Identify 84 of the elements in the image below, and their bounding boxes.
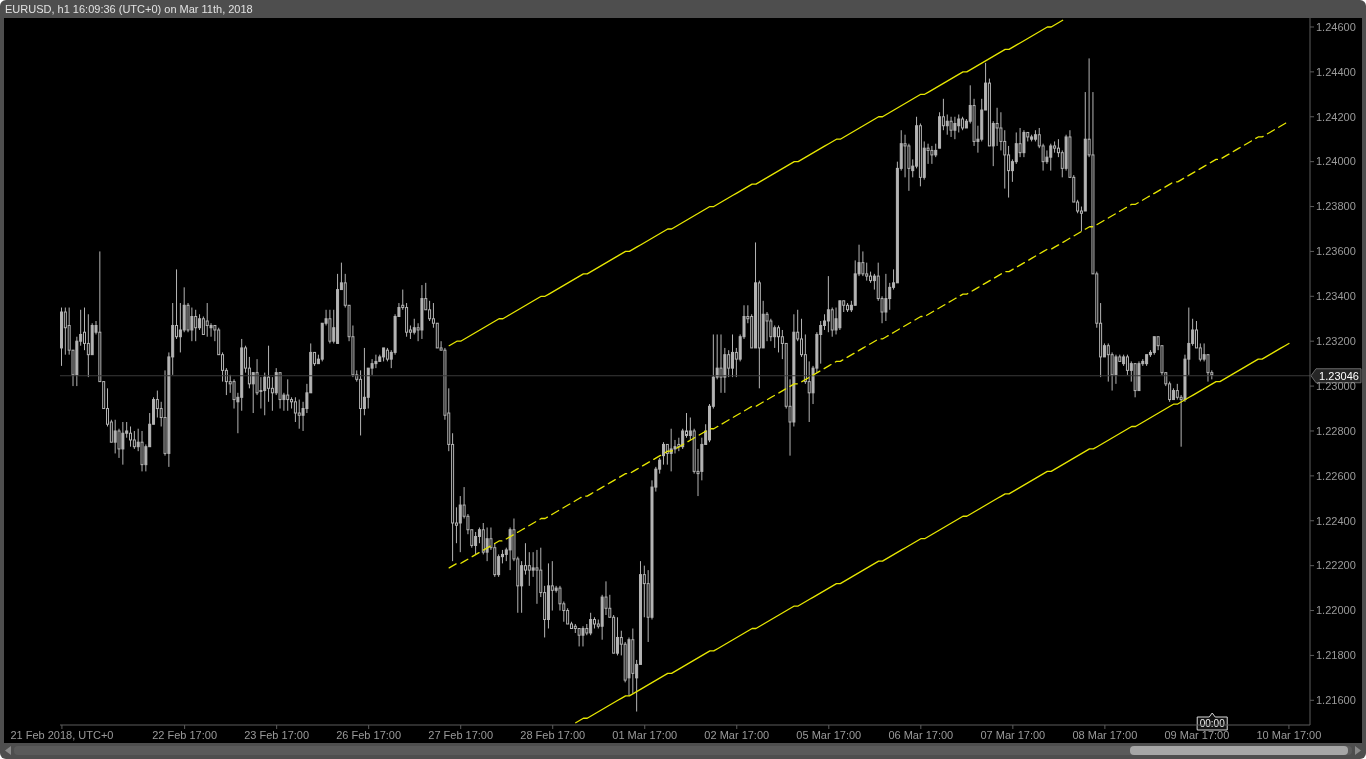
- candlestick: [520, 560, 524, 614]
- x-tick-label: 26 Feb 17:00: [336, 729, 402, 742]
- x-tick-label: 05 Mar 17:00: [796, 729, 862, 742]
- candlestick: [508, 526, 512, 571]
- y-tick-label: 1.21600: [1316, 694, 1356, 707]
- candlestick: [535, 549, 539, 605]
- candlestick: [727, 349, 731, 378]
- candlestick: [949, 116, 953, 138]
- candlestick: [205, 302, 209, 338]
- candlestick: [577, 627, 581, 647]
- x-tick-label: 28 Feb 17:00: [520, 729, 586, 742]
- candlestick: [362, 347, 366, 416]
- candlestick: [861, 250, 865, 277]
- x-tick-label: 21 Feb 2018, UTC+0: [10, 729, 114, 742]
- candlestick: [531, 551, 535, 578]
- x-tick-label: 01 Mar 17:00: [612, 729, 678, 742]
- ref-line-label: 1.23046: [1319, 369, 1359, 382]
- y-tick-label: 1.23000: [1316, 379, 1356, 392]
- candlestick: [731, 333, 735, 378]
- candlestick: [1049, 143, 1053, 172]
- y-tick-label: 1.23600: [1316, 245, 1356, 258]
- candlestick: [884, 273, 888, 322]
- candlestick: [930, 145, 934, 165]
- candlestick: [297, 399, 301, 430]
- x-tick-label: 10 Mar 17:00: [1256, 729, 1322, 742]
- candlestick: [830, 307, 834, 338]
- candlestick: [669, 428, 673, 472]
- y-tick-label: 1.24400: [1316, 65, 1356, 78]
- y-tick-label: 1.22600: [1316, 469, 1356, 482]
- candlestick: [719, 333, 723, 394]
- candlestick: [270, 376, 274, 412]
- candlestick: [581, 625, 585, 647]
- y-tick-label: 1.23400: [1316, 290, 1356, 303]
- y-tick-label: 1.23200: [1316, 335, 1356, 348]
- candlestick: [773, 324, 777, 349]
- candlestick: [1007, 145, 1011, 199]
- x-tick-label: 23 Feb 17:00: [244, 729, 310, 742]
- candlestick: [428, 300, 432, 322]
- candlestick: [190, 307, 194, 342]
- annotation: 00:00: [1199, 718, 1226, 729]
- candlestick: [995, 107, 999, 147]
- candlestick: [1018, 127, 1022, 158]
- x-tick-label: 09 Mar 17:00: [1164, 729, 1230, 742]
- candlestick: [485, 526, 489, 562]
- candlestick: [274, 367, 278, 396]
- candlestick: [263, 372, 267, 416]
- x-tick-label: 27 Feb 17:00: [428, 729, 494, 742]
- y-tick-label: 1.22200: [1316, 559, 1356, 572]
- y-tick-label: 1.21800: [1316, 649, 1356, 662]
- candlestick: [178, 302, 182, 353]
- candlestick: [328, 309, 332, 344]
- candlestick: [661, 441, 665, 466]
- candlestick: [286, 378, 290, 412]
- candlestick: [86, 313, 90, 378]
- candlestick: [1114, 354, 1118, 385]
- y-tick-label: 1.22800: [1316, 424, 1356, 437]
- x-tick-label: 22 Feb 17:00: [152, 729, 218, 742]
- x-tick-label: 02 Mar 17:00: [704, 729, 770, 742]
- y-tick-label: 1.24200: [1316, 110, 1356, 123]
- candlestick: [121, 421, 125, 466]
- chart-title: EURUSD, h1 16:09:36 (UTC+0) on Mar 11th, 2018: [5, 2, 253, 17]
- candlestick: [1022, 129, 1026, 158]
- x-tick-label: 08 Mar 17:00: [1072, 729, 1138, 742]
- candlestick: [267, 345, 271, 403]
- candlestick: [777, 324, 781, 353]
- y-tick-label: 1.24600: [1316, 20, 1356, 33]
- candlestick: [63, 307, 67, 356]
- x-tick-label: 07 Mar 17:00: [980, 729, 1046, 742]
- x-tick-label: 06 Mar 17:00: [888, 729, 954, 742]
- candlestick: [527, 551, 531, 587]
- candlestick: [953, 116, 957, 140]
- line-series: [448, 19, 1064, 347]
- y-tick-label: 1.22000: [1316, 604, 1356, 617]
- candlestick: [194, 309, 198, 342]
- candlestick: [945, 114, 949, 136]
- candlestick: [83, 307, 87, 351]
- candlestick: [140, 430, 144, 472]
- candlestick: [474, 531, 478, 555]
- y-tick-label: 1.23800: [1316, 200, 1356, 213]
- candlestick: [665, 443, 669, 466]
- y-tick-label: 1.24000: [1316, 155, 1356, 168]
- y-tick-label: 1.22400: [1316, 514, 1356, 527]
- candlestick: [681, 428, 685, 450]
- candlestick: [113, 419, 117, 454]
